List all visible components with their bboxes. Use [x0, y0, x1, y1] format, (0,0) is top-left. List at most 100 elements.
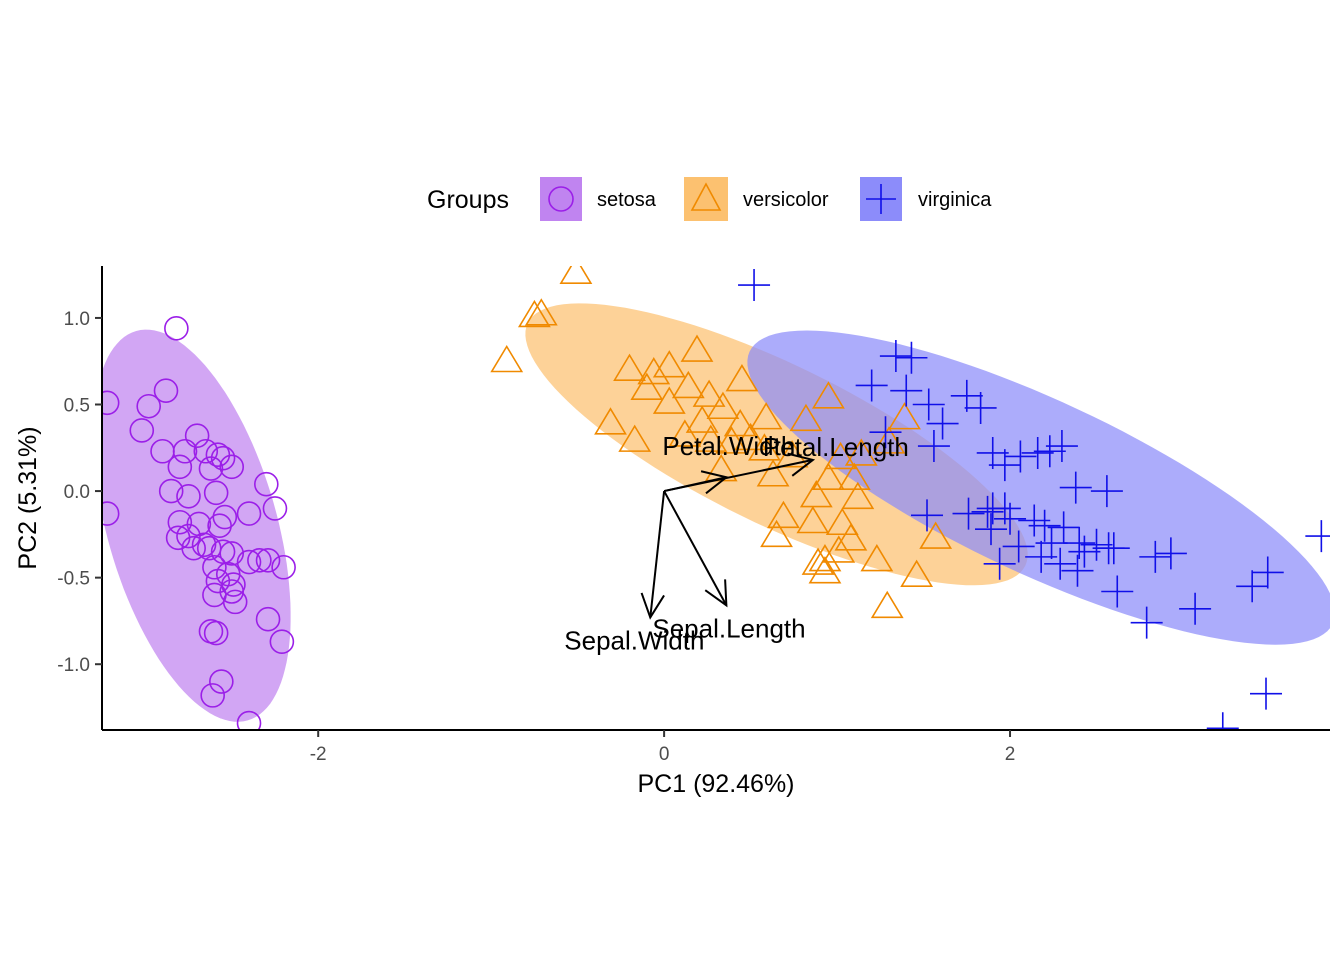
point-virginica: [890, 374, 923, 407]
arrowhead-icon: [700, 470, 729, 495]
point-virginica: [869, 416, 902, 449]
x-axis-ticks: -2 0 2: [310, 730, 1015, 765]
point-versicolor: [844, 438, 878, 466]
point-virginica: [952, 497, 985, 530]
point-versicolor: [760, 519, 793, 548]
point-virginica: [1206, 712, 1239, 730]
confidence-ellipses: [102, 303, 1330, 722]
legend-entry-setosa: setosa: [540, 177, 657, 221]
point-setosa: [255, 548, 281, 573]
x-tick-label: -2: [310, 744, 327, 765]
y-axis-ticks: -1.0 -0.5 0.0 0.5 1.0: [57, 309, 102, 676]
legend-entry-virginica: virginica: [860, 177, 992, 221]
point-setosa: [136, 393, 161, 419]
legend-key-setosa: [540, 177, 582, 221]
point-versicolor: [888, 402, 921, 430]
point-setosa: [219, 541, 245, 566]
point-versicolor: [694, 424, 728, 452]
point-virginica: [1250, 677, 1283, 710]
point-virginica: [1061, 554, 1094, 587]
loading-label: Petal.Width: [662, 431, 795, 461]
point-setosa: [255, 606, 281, 632]
y-tick-label: -0.5: [57, 569, 90, 590]
point-virginica: [1044, 547, 1077, 580]
point-versicolor: [808, 556, 842, 584]
point-versicolor: [812, 462, 845, 491]
point-virginica: [950, 379, 983, 412]
point-virginica: [1097, 532, 1130, 565]
point-virginica: [911, 499, 944, 532]
point-versicolor: [652, 350, 686, 378]
point-virginica: [917, 430, 950, 463]
point-versicolor: [824, 441, 857, 470]
point-versicolor: [618, 424, 652, 452]
y-axis-title: PC2 (5.31%): [14, 426, 42, 569]
y-tick-label: 0.5: [64, 396, 90, 417]
point-setosa: [254, 471, 279, 497]
point-versicolor: [613, 353, 646, 381]
point-virginica: [1045, 430, 1078, 463]
point-virginica: [1063, 527, 1096, 560]
loading-arrow-petal-width: [663, 476, 727, 493]
point-virginica: [1059, 471, 1092, 504]
point-virginica: [1090, 475, 1123, 508]
point-virginica: [1068, 535, 1101, 568]
point-versicolor: [812, 381, 845, 409]
point-setosa: [271, 554, 296, 580]
point-versicolor: [799, 479, 833, 508]
point-setosa: [210, 445, 236, 471]
point-versicolor: [860, 544, 894, 572]
x-tick-label: 0: [659, 744, 670, 765]
point-setosa: [209, 669, 234, 694]
point-virginica: [926, 407, 959, 440]
point-setosa: [203, 620, 229, 646]
point-virginica: [1080, 528, 1113, 561]
point-versicolor: [490, 344, 524, 373]
point-setosa: [167, 509, 193, 535]
point-versicolor: [692, 379, 726, 407]
point-setosa: [129, 418, 155, 443]
point-setosa: [200, 683, 225, 708]
point-versicolor: [775, 440, 809, 468]
point-versicolor: [801, 547, 835, 575]
legend-label-virginica: virginica: [918, 189, 992, 211]
point-versicolor: [919, 521, 953, 549]
point-versicolor: [767, 500, 800, 529]
point-setosa: [184, 423, 210, 448]
point-versicolor: [808, 544, 842, 572]
arrowhead-icon: [640, 592, 665, 620]
point-versicolor: [748, 433, 781, 461]
point-virginica: [971, 495, 1004, 528]
point-versicolor: [706, 391, 740, 420]
point-virginica: [988, 449, 1021, 482]
point-virginica: [964, 391, 997, 424]
point-setosa: [236, 501, 262, 526]
point-virginica: [1047, 511, 1080, 544]
point-setosa: [158, 478, 184, 504]
legend-title: Groups: [427, 186, 509, 214]
legend-label-versicolor: versicolor: [743, 189, 829, 211]
point-versicolor: [841, 481, 875, 510]
point-setosa: [176, 523, 201, 549]
point-virginica: [738, 269, 771, 302]
point-setosa: [236, 549, 262, 575]
point-setosa: [269, 629, 295, 655]
point-virginica: [994, 502, 1027, 535]
y-tick-label: -1.0: [57, 655, 90, 676]
point-virginica: [1154, 537, 1187, 570]
point-versicolor: [668, 419, 702, 447]
point-setosa: [153, 378, 179, 403]
point-versicolor: [749, 402, 783, 430]
loading-arrow-sepal-length: [663, 490, 728, 606]
point-virginica: [1033, 435, 1066, 468]
point-virginica: [1025, 540, 1058, 573]
point-virginica: [1305, 520, 1330, 553]
point-virginica: [1028, 509, 1061, 542]
point-versicolor: [870, 590, 904, 619]
point-versicolor: [796, 505, 830, 534]
point-setosa: [181, 535, 206, 561]
point-versicolor: [723, 408, 757, 437]
point-setosa: [262, 496, 288, 521]
point-virginica: [1021, 436, 1054, 469]
